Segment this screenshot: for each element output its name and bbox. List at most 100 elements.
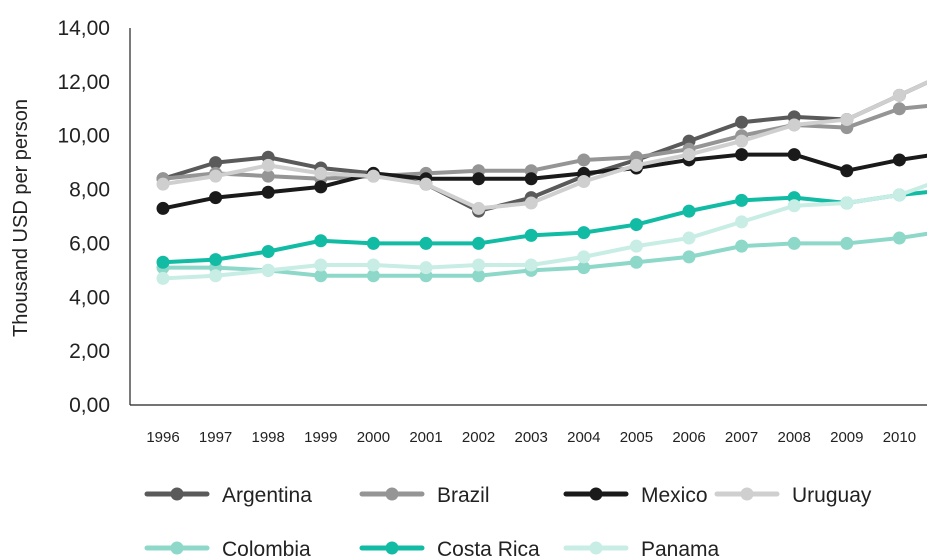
series-panama bbox=[156, 182, 927, 285]
data-point bbox=[682, 250, 696, 264]
data-point bbox=[261, 158, 275, 172]
x-axis-ticks: 1996 1997 1998 1999 2000 2001 2002 2003 2004 2005… bbox=[146, 429, 916, 446]
data-point bbox=[840, 196, 854, 210]
legend: Argentina Brazil Mexico Uruguay Colombia Cost… bbox=[144, 484, 872, 559]
data-point bbox=[314, 258, 328, 272]
legend-label: Mexico bbox=[641, 484, 708, 507]
y-tick-label: 12,00 bbox=[57, 71, 110, 94]
data-point bbox=[577, 153, 591, 167]
data-point bbox=[209, 253, 223, 267]
data-point bbox=[314, 166, 328, 180]
data-point bbox=[314, 180, 328, 194]
legend-label: Brazil bbox=[437, 484, 490, 507]
data-point bbox=[735, 134, 749, 148]
series-colombia bbox=[156, 231, 927, 283]
data-point bbox=[840, 236, 854, 250]
legend-item: Uruguay bbox=[714, 484, 872, 507]
y-axis-ticks: 0,00 2,00 4,00 6,00 8,00 10,00 12,00 14,00 bbox=[57, 17, 110, 417]
data-point bbox=[524, 258, 538, 272]
data-point bbox=[261, 245, 275, 259]
x-tick-label: 1999 bbox=[304, 429, 337, 446]
y-tick-label: 14,00 bbox=[57, 17, 110, 40]
data-point bbox=[577, 250, 591, 264]
data-point bbox=[787, 148, 801, 162]
data-point bbox=[209, 156, 223, 170]
data-point bbox=[156, 177, 170, 191]
data-point bbox=[366, 236, 380, 250]
legend-label: Argentina bbox=[222, 484, 312, 507]
x-tick-label: 2008 bbox=[778, 429, 811, 446]
data-point bbox=[735, 148, 749, 162]
data-point bbox=[629, 218, 643, 232]
x-tick-label: 2006 bbox=[672, 429, 705, 446]
y-tick-label: 2,00 bbox=[69, 340, 110, 363]
series-line bbox=[161, 182, 927, 281]
data-point bbox=[524, 172, 538, 186]
data-point bbox=[735, 215, 749, 229]
x-tick-label: 1997 bbox=[199, 429, 232, 446]
data-point bbox=[314, 269, 328, 283]
data-point bbox=[472, 269, 486, 283]
y-axis-title: Thousand USD per person bbox=[10, 99, 32, 337]
data-point bbox=[892, 102, 906, 116]
data-point bbox=[892, 188, 906, 202]
data-point bbox=[472, 236, 486, 250]
series-costa-rica bbox=[156, 188, 927, 269]
x-tick-label: 2007 bbox=[725, 429, 758, 446]
data-point bbox=[419, 177, 433, 191]
legend-item: Argentina bbox=[144, 484, 312, 507]
series-line bbox=[161, 152, 927, 211]
legend-item: Brazil bbox=[359, 484, 490, 507]
x-tick-label: 2001 bbox=[409, 429, 442, 446]
data-point bbox=[840, 164, 854, 178]
legend-swatch-marker bbox=[170, 487, 184, 501]
data-point bbox=[892, 231, 906, 245]
series-brazil bbox=[156, 102, 927, 186]
data-point bbox=[472, 258, 486, 272]
data-point bbox=[735, 193, 749, 207]
legend-swatch-marker bbox=[385, 487, 399, 501]
data-point bbox=[629, 255, 643, 269]
y-tick-label: 4,00 bbox=[69, 286, 110, 309]
x-tick-label: 2004 bbox=[567, 429, 600, 446]
data-point bbox=[366, 258, 380, 272]
y-tick-label: 0,00 bbox=[69, 394, 110, 417]
x-tick-label: 1996 bbox=[146, 429, 179, 446]
legend-swatch-marker bbox=[740, 487, 754, 501]
data-point bbox=[577, 226, 591, 240]
series-line bbox=[161, 80, 927, 214]
data-point bbox=[156, 201, 170, 215]
series-line bbox=[161, 103, 927, 181]
series-uruguay bbox=[156, 80, 927, 215]
data-point bbox=[892, 153, 906, 167]
data-point bbox=[682, 231, 696, 245]
legend-label: Costa Rica bbox=[437, 538, 540, 559]
legend-swatch-marker bbox=[589, 487, 603, 501]
data-point bbox=[682, 204, 696, 218]
x-tick-label: 2003 bbox=[515, 429, 548, 446]
data-point bbox=[577, 261, 591, 275]
data-point bbox=[209, 169, 223, 183]
data-point bbox=[787, 199, 801, 213]
legend-swatch-marker bbox=[385, 541, 399, 555]
y-tick-label: 8,00 bbox=[69, 179, 110, 202]
data-point bbox=[366, 169, 380, 183]
data-point bbox=[840, 113, 854, 127]
data-point bbox=[735, 239, 749, 253]
data-point bbox=[629, 239, 643, 253]
data-point bbox=[682, 148, 696, 162]
legend-item: Colombia bbox=[144, 538, 311, 559]
series-layer bbox=[156, 80, 927, 285]
x-tick-label: 1998 bbox=[252, 429, 285, 446]
data-point bbox=[419, 236, 433, 250]
x-tick-label: 2002 bbox=[462, 429, 495, 446]
data-point bbox=[209, 191, 223, 205]
series-line bbox=[161, 231, 927, 278]
x-tick-label: 2005 bbox=[620, 429, 653, 446]
data-point bbox=[261, 185, 275, 199]
legend-label: Uruguay bbox=[792, 484, 872, 507]
series-line bbox=[161, 190, 927, 265]
data-point bbox=[735, 115, 749, 129]
legend-swatch-marker bbox=[589, 541, 603, 555]
